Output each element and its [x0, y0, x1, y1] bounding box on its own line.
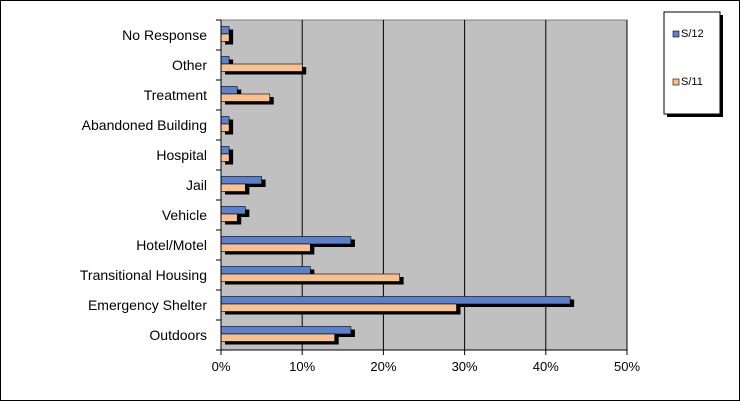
- bar-s12-treatment: [220, 86, 238, 95]
- x-tick-labels: 0% 10% 20% 30% 40% 50%: [212, 359, 641, 374]
- legend-label: S/12: [681, 28, 704, 40]
- x-tick-label: 0%: [212, 359, 231, 374]
- gridlines: [301, 20, 628, 350]
- category-label: Outdoors: [149, 327, 207, 343]
- bar-s11-abandoned-building: [220, 123, 230, 132]
- axes: [216, 19, 628, 355]
- legend-box: [663, 11, 721, 115]
- category-label: Other: [172, 57, 207, 73]
- bar-s12-hospital: [220, 146, 230, 155]
- bar-s11-transitional-housing: [220, 273, 400, 282]
- bar-s12-vehicle: [220, 206, 246, 215]
- bar-s11-jail: [220, 183, 246, 192]
- category-label: Abandoned Building: [82, 117, 207, 133]
- bar-s12-other: [220, 56, 230, 65]
- category-label: Hotel/Motel: [136, 237, 207, 253]
- category-label: Vehicle: [162, 207, 207, 223]
- bars: [220, 26, 575, 345]
- bar-s12-emergency-shelter: [220, 296, 571, 305]
- bar-s12-hotel-motel: [220, 236, 352, 245]
- x-tick-label: 10%: [289, 359, 315, 374]
- bar-s11-treatment: [220, 93, 271, 102]
- bar-s11-hotel-motel: [220, 243, 311, 252]
- legend-swatch: [672, 78, 680, 86]
- bar-s12-outdoors: [220, 326, 352, 335]
- x-tick-label: 20%: [370, 359, 396, 374]
- category-label: Emergency Shelter: [88, 297, 207, 313]
- bar-s12-jail: [220, 176, 262, 185]
- bar-s12-abandoned-building: [220, 116, 230, 125]
- category-label: Treatment: [144, 87, 207, 103]
- bar-s11-emergency-shelter: [220, 303, 457, 312]
- x-tick-label: 40%: [533, 359, 559, 374]
- category-label: Hospital: [156, 147, 207, 163]
- bar-s12-transitional-housing: [220, 266, 311, 275]
- x-tick-label: 30%: [452, 359, 478, 374]
- bar-s11-hospital: [220, 153, 230, 162]
- category-label: Jail: [186, 177, 207, 193]
- bar-s11-no-response: [220, 33, 230, 42]
- bar-s11-other: [220, 63, 303, 72]
- bar-s11-outdoors: [220, 333, 335, 342]
- legend-label: S/11: [681, 76, 703, 88]
- legend-swatch: [672, 30, 680, 38]
- plot-area: [220, 19, 628, 351]
- category-labels: No Response Other Treatment Abandoned Build…: [80, 27, 207, 343]
- x-tick-label: 50%: [614, 359, 640, 374]
- bar-s12-no-response: [220, 26, 230, 35]
- bar-s11-vehicle: [220, 213, 238, 222]
- category-label: No Response: [122, 27, 207, 43]
- category-label: Transitional Housing: [80, 267, 207, 283]
- legend: S/12 S/11: [663, 11, 723, 117]
